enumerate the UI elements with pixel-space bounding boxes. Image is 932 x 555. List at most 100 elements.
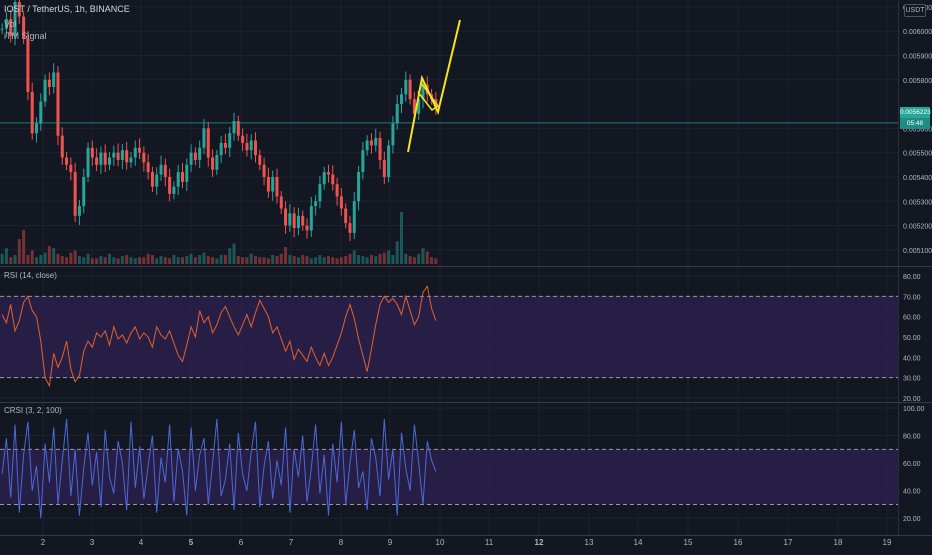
candle-body <box>180 172 185 182</box>
candle-body <box>322 172 326 185</box>
indicator-band <box>0 449 898 505</box>
volume-bar <box>39 254 43 264</box>
signal-legend[interactable]: iTM Signal <box>4 31 47 41</box>
candle-body <box>159 164 163 175</box>
candle-body <box>305 225 309 231</box>
rsi-legend[interactable]: RSI (14, close) <box>4 271 57 280</box>
volume-bar <box>219 254 223 264</box>
candle-body <box>189 152 193 165</box>
projection-zigzag <box>417 83 440 112</box>
last-price-badge: 0.0056223 <box>900 107 931 118</box>
volume-bar <box>211 257 215 264</box>
volume-bar <box>339 257 343 264</box>
candle-body <box>198 147 202 160</box>
candle-body <box>279 196 283 209</box>
volume-bar <box>279 253 283 264</box>
pane-divider-rsi[interactable] <box>0 266 932 267</box>
candle-body <box>60 135 64 158</box>
volume-bar <box>180 257 185 264</box>
candle-body <box>258 155 262 165</box>
volume-bar <box>434 258 438 264</box>
time-axis-divider <box>0 535 932 536</box>
candle-body <box>266 176 270 192</box>
indicator-tick-label: 70.00 <box>903 294 921 301</box>
pane-divider-crsi[interactable] <box>0 402 932 403</box>
volume-bar <box>90 258 94 264</box>
indicator-tick-label: 30.00 <box>903 376 921 383</box>
indicator-tick-label: 20.00 <box>903 396 921 403</box>
volume-bar <box>352 250 356 264</box>
volume-bar <box>172 254 176 264</box>
candle-body <box>202 128 206 148</box>
volume-bar <box>155 258 159 264</box>
rsi-pane[interactable] <box>1 284 437 388</box>
volume-bar <box>305 256 309 264</box>
candle-body <box>86 147 90 177</box>
symbol-title[interactable]: IOST / TetherUS, 1h, BINANCE <box>4 4 130 14</box>
candle-body <box>271 176 275 192</box>
user-drawing[interactable] <box>407 19 461 153</box>
volume-bar <box>387 250 391 264</box>
volume-bar <box>112 257 116 264</box>
candle-body <box>395 104 399 124</box>
crsi-pane[interactable] <box>1 418 437 519</box>
candle-body <box>219 142 223 156</box>
time-tick-label: 6 <box>239 538 244 547</box>
time-tick-label: 3 <box>90 538 95 547</box>
candle-body <box>382 159 386 177</box>
candle-body <box>417 99 421 114</box>
indicator-tick-label: 60.00 <box>903 461 921 468</box>
time-tick-label: 13 <box>585 538 594 547</box>
candle-body <box>9 19 13 37</box>
volume-bar <box>288 254 292 264</box>
volume-bar <box>4 248 8 264</box>
time-tick-label: 16 <box>734 538 743 547</box>
candle-body <box>326 172 331 175</box>
volume-bar <box>266 258 270 264</box>
volume-bar <box>344 256 348 264</box>
price-axis-divider <box>898 0 899 535</box>
candle-body <box>314 201 318 207</box>
volume-bar <box>65 257 69 264</box>
volume-bar <box>30 250 34 264</box>
volume-bar <box>13 254 17 264</box>
volume-bar <box>369 254 373 264</box>
volume-bar <box>116 258 120 264</box>
crsi-legend[interactable]: CRSI (3, 2, 100) <box>4 406 62 415</box>
candle-body <box>408 79 412 100</box>
candle-body <box>335 184 339 197</box>
time-tick-label: 2 <box>41 538 46 547</box>
volume-bar <box>26 254 30 264</box>
candle-body <box>17 2 21 17</box>
candle-body <box>56 72 60 136</box>
candle-body <box>168 176 172 194</box>
candle-body <box>22 16 26 39</box>
time-tick-label: 4 <box>139 538 144 547</box>
volume-legend[interactable]: Vol <box>4 19 17 29</box>
volume-bar <box>391 254 395 264</box>
volume-bar <box>198 254 202 264</box>
currency-label[interactable]: USDT <box>904 4 926 17</box>
volume-bar <box>150 254 154 264</box>
candlesticks[interactable] <box>0 0 438 242</box>
candle-body <box>211 157 215 170</box>
candle-body <box>185 164 189 182</box>
volume-bar <box>378 253 382 264</box>
price-tick-label: 0.005600 <box>903 126 932 133</box>
volume-bar <box>357 254 361 264</box>
candle-body <box>241 135 245 143</box>
candle-body <box>236 121 240 136</box>
volume-bar <box>425 251 429 264</box>
time-tick-label: 15 <box>684 538 693 547</box>
volume-bar <box>412 257 416 264</box>
volume-bar <box>228 248 232 264</box>
volume-bar <box>223 254 227 264</box>
candle-body <box>262 164 266 177</box>
volume-bar <box>163 257 167 264</box>
price-tick-label: 0.005400 <box>903 175 932 182</box>
volume-bar <box>292 256 296 264</box>
volume-bar <box>241 257 245 264</box>
candle-body <box>361 150 365 173</box>
